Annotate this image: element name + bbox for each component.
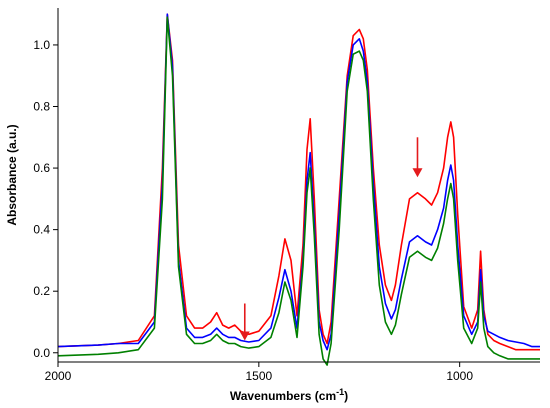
y-tick-label: 0.8 bbox=[33, 100, 50, 114]
x-tick-label: 2000 bbox=[45, 369, 72, 383]
x-tick-label: 1500 bbox=[245, 369, 272, 383]
y-tick-label: 0.2 bbox=[33, 284, 50, 298]
y-axis-title: Absorbance (a.u.) bbox=[5, 124, 19, 225]
y-tick-label: 1.0 bbox=[33, 38, 50, 52]
series-layer bbox=[57, 13, 540, 366]
x-tick-label: 1000 bbox=[446, 369, 473, 383]
y-tick-label: 0.0 bbox=[33, 346, 50, 360]
series-line-3 bbox=[57, 16, 540, 366]
annotation-arrow-head-2 bbox=[412, 168, 423, 178]
x-axis-title: Wavenumbers (cm-1) bbox=[230, 387, 348, 403]
x-axis-title-superscript: -1 bbox=[336, 387, 344, 397]
annotation-arrow-head-1 bbox=[239, 331, 250, 341]
y-tick-label: 0.6 bbox=[33, 161, 50, 175]
ticks-layer: 2000 1500 1000 0.0 0.2 0.4 0.6 0.8 1.0 bbox=[33, 38, 473, 383]
y-tick-label: 0.4 bbox=[33, 223, 50, 237]
annotation-layer bbox=[239, 137, 423, 341]
